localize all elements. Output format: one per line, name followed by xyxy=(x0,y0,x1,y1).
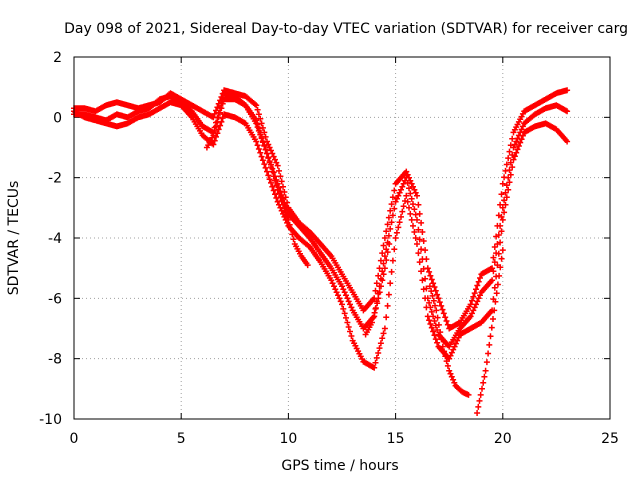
point-markers xyxy=(71,87,571,332)
point-markers xyxy=(71,99,571,371)
series-track-6 xyxy=(426,283,472,398)
y-tick-label: -4 xyxy=(48,231,62,247)
chart-title: Day 098 of 2021, Sidereal Day-to-day VTE… xyxy=(64,21,628,37)
series-track-1 xyxy=(71,87,571,332)
point-markers xyxy=(426,283,472,398)
x-tick-label: 5 xyxy=(177,431,186,447)
x-tick-label: 20 xyxy=(494,431,512,447)
x-tick-label: 10 xyxy=(279,431,297,447)
y-axis-label: SDTVAR / TECUs xyxy=(6,181,22,296)
plot-frame xyxy=(73,56,611,420)
point-markers xyxy=(362,241,393,338)
x-axis-label: GPS time / hours xyxy=(281,458,398,474)
point-markers xyxy=(203,96,311,269)
point-markers xyxy=(474,247,506,416)
y-tick-label: -8 xyxy=(48,352,62,368)
y-tick-label: -2 xyxy=(48,171,62,187)
y-tick-label: 0 xyxy=(53,110,62,126)
y-tick-label: -10 xyxy=(39,412,62,428)
x-tick-label: 15 xyxy=(387,431,405,447)
series-track-7 xyxy=(474,247,506,416)
series-track-5 xyxy=(362,241,393,338)
x-tick-label: 25 xyxy=(601,431,619,447)
series-track-3 xyxy=(71,99,571,371)
series-track-4 xyxy=(203,96,311,269)
y-tick-label: 2 xyxy=(53,50,62,66)
tick-labels: 0 5 10 15 20 25 -10 -8 -6 -4 -2 0 2 xyxy=(39,50,619,447)
y-tick-label: -6 xyxy=(48,291,62,307)
data-marks xyxy=(71,87,571,416)
x-tick-label: 0 xyxy=(70,431,79,447)
